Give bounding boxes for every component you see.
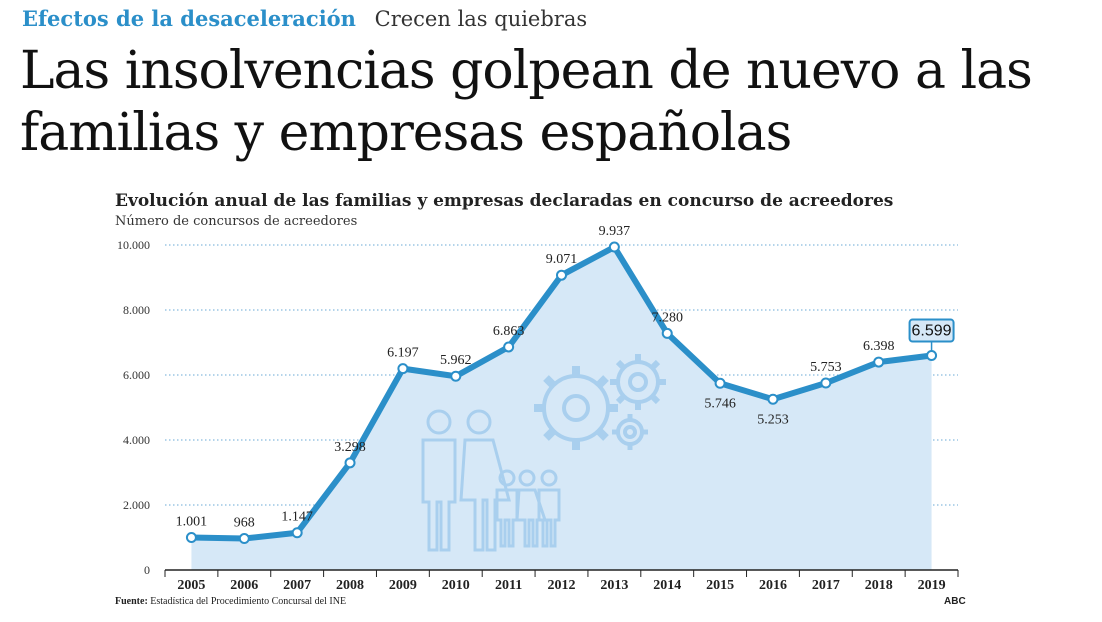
x-tick-label: 2007 bbox=[283, 578, 311, 593]
x-tick-label: 2018 bbox=[865, 578, 893, 593]
data-label: 9.937 bbox=[599, 224, 631, 239]
data-label: 5.253 bbox=[757, 412, 789, 427]
data-point bbox=[344, 457, 356, 469]
x-tick-label: 2012 bbox=[548, 578, 576, 593]
y-tick-label: 2.000 bbox=[123, 498, 150, 512]
data-point bbox=[556, 269, 567, 281]
headline: Las insolvencias golpean de nuevo a las … bbox=[20, 41, 1033, 163]
data-label: 3.298 bbox=[334, 440, 366, 455]
gears-icon bbox=[534, 354, 666, 450]
data-point bbox=[450, 370, 462, 382]
data-point bbox=[926, 350, 938, 362]
source-label: Fuente: bbox=[115, 596, 148, 607]
kicker: Efectos de la desaceleración Crecen las … bbox=[22, 6, 587, 31]
x-tick-label: 2017 bbox=[812, 578, 840, 593]
x-tick-label: 2011 bbox=[495, 578, 522, 593]
data-label: 9.071 bbox=[546, 252, 578, 267]
callout-box bbox=[908, 318, 955, 343]
chart-title: Evolución anual de las familias y empres… bbox=[115, 191, 894, 211]
y-tick-label: 0 bbox=[144, 563, 150, 577]
x-tick-label: 2010 bbox=[442, 578, 470, 593]
data-label: 6.398 bbox=[863, 339, 895, 354]
data-label: 6.863 bbox=[493, 324, 525, 339]
data-label: 5.962 bbox=[440, 353, 472, 368]
data-label: 1.147 bbox=[281, 510, 313, 525]
credit: ABC bbox=[944, 596, 966, 607]
x-tick-label: 2019 bbox=[918, 578, 946, 593]
data-point bbox=[661, 327, 673, 339]
data-label: 6.197 bbox=[387, 346, 419, 361]
x-tick-label: 2013 bbox=[600, 578, 628, 593]
data-label: 5.753 bbox=[810, 360, 842, 375]
x-tick-label: 2015 bbox=[706, 578, 734, 593]
x-tick-label: 2006 bbox=[230, 578, 258, 593]
data-point bbox=[608, 241, 620, 253]
data-point bbox=[291, 527, 303, 539]
x-tick-label: 2005 bbox=[177, 578, 205, 593]
kicker-section: Efectos de la desaceleración bbox=[22, 6, 356, 31]
data-label: 7.280 bbox=[651, 310, 683, 325]
data-label: 5.746 bbox=[704, 396, 736, 411]
y-tick-label: 4.000 bbox=[123, 433, 150, 447]
x-tick-label: 2009 bbox=[389, 578, 417, 593]
x-tick-label: 2008 bbox=[336, 578, 364, 593]
y-tick-label: 10.000 bbox=[117, 238, 150, 252]
family-icon bbox=[421, 409, 561, 552]
chart-area bbox=[191, 247, 932, 571]
x-tick-label: 2016 bbox=[759, 578, 787, 593]
data-label: 1.001 bbox=[176, 514, 208, 529]
chart-ylabel: Número de concursos de acreedores bbox=[115, 214, 358, 229]
data-point bbox=[767, 393, 779, 405]
data-label: 6.599 bbox=[912, 323, 952, 340]
x-tick-label: 2014 bbox=[653, 578, 681, 593]
kicker-topic: Crecen las quiebras bbox=[374, 7, 588, 31]
data-point bbox=[503, 341, 515, 353]
chart-illustration bbox=[421, 354, 666, 552]
chart-x-axis: 2005 2006 2007 2008 2009 2010 2011 2012 2013 2014… bbox=[164, 569, 959, 593]
data-point bbox=[714, 377, 726, 389]
data-point bbox=[397, 363, 409, 375]
y-tick-label: 6.000 bbox=[123, 368, 150, 382]
data-point bbox=[185, 531, 197, 543]
data-label: 968 bbox=[234, 516, 255, 531]
y-tick-label: 8.000 bbox=[123, 303, 150, 317]
source-note: Fuente: Estadística del Procedimiento Co… bbox=[115, 596, 346, 607]
data-point bbox=[238, 533, 250, 545]
source-text: Estadística del Procedimiento Concursal … bbox=[150, 596, 347, 607]
data-point bbox=[873, 356, 885, 368]
data-point bbox=[820, 377, 832, 389]
